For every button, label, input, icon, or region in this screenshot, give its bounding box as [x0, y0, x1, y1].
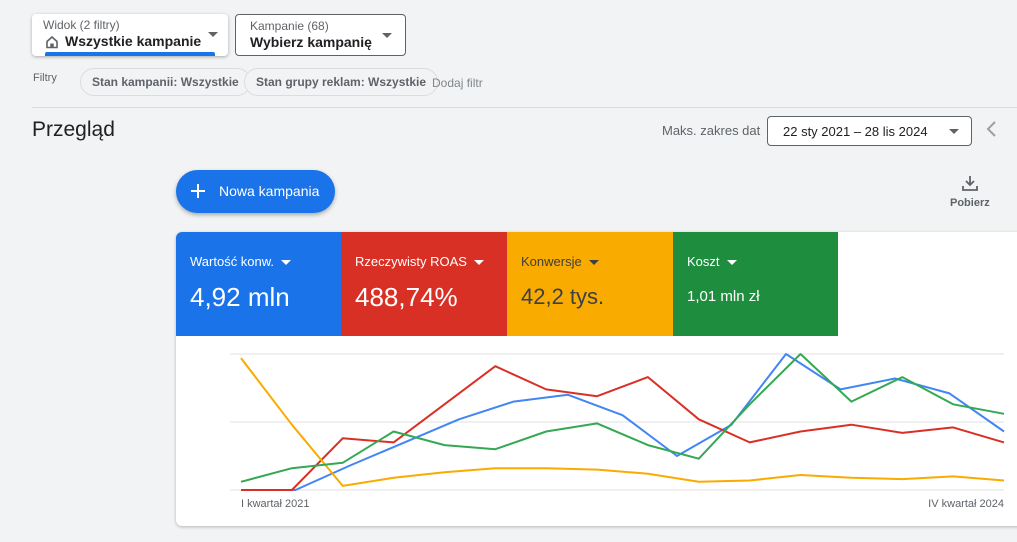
kpi-label: Rzeczywisty ROAS	[355, 254, 484, 269]
download-label: Pobierz	[950, 197, 990, 209]
kpi-conversion-value[interactable]: Wartość konw. 4,92 mln	[176, 232, 341, 336]
series-line-3	[240, 353, 1005, 483]
chevron-down-icon	[382, 33, 392, 38]
date-range-value: 22 sty 2021 – 28 lis 2024	[783, 124, 928, 139]
add-filter-link[interactable]: Dodaj filtr	[432, 76, 483, 90]
new-campaign-button[interactable]: Nowa kampania	[176, 170, 335, 213]
x-axis-end-label: IV kwartał 2024	[928, 498, 1004, 510]
chevron-down-icon	[208, 32, 218, 37]
campaign-selector-label: Kampanie (68)	[250, 19, 329, 33]
kpi-label: Koszt	[687, 254, 737, 269]
chevron-left-icon[interactable]	[985, 120, 999, 138]
series-line-2	[240, 357, 1005, 487]
series-line-0	[241, 353, 1005, 491]
divider	[32, 107, 1017, 108]
filter-chip-adgroup-status[interactable]: Stan grupy reklam: Wszystkie	[244, 68, 439, 96]
dropdown-arrow-icon	[726, 260, 737, 266]
dropdown-arrow-icon	[281, 260, 292, 266]
campaign-selector[interactable]: Kampanie (68) Wybierz kampanię	[235, 14, 406, 56]
kpi-conversions[interactable]: Konwersje 42,2 tys.	[507, 232, 673, 336]
dropdown-arrow-icon	[588, 260, 599, 266]
filter-chip-campaign-status[interactable]: Stan kampanii: Wszystkie	[80, 68, 251, 96]
home-icon	[45, 35, 59, 49]
dropdown-arrow-icon	[473, 260, 484, 266]
view-selector[interactable]: Widok (2 filtry) Wszystkie kampanie	[32, 14, 228, 56]
kpi-value: 4,92 mln	[190, 282, 290, 312]
page-title: Przegląd	[32, 118, 115, 141]
view-selector-value: Wszystkie kampanie	[65, 33, 202, 49]
active-indicator	[45, 52, 215, 56]
kpi-value: 1,01 mln zł	[687, 288, 760, 305]
kpi-value: 42,2 tys.	[521, 284, 605, 309]
new-campaign-label: Nowa kampania	[219, 183, 320, 199]
kpi-cost[interactable]: Koszt 1,01 mln zł	[673, 232, 838, 336]
date-range-picker[interactable]: 22 sty 2021 – 28 lis 2024	[767, 116, 972, 146]
filters-label: Filtry	[33, 72, 57, 84]
view-selector-label: Widok (2 filtry)	[43, 18, 120, 32]
kpi-value: 488,74%	[355, 282, 458, 312]
date-range-label: Maks. zakres dat	[662, 123, 761, 138]
kpi-label: Wartość konw.	[190, 254, 292, 269]
download-icon	[961, 174, 979, 192]
chevron-down-icon	[949, 129, 959, 134]
x-axis-start-label: I kwartał 2021	[241, 498, 310, 510]
download-button[interactable]: Pobierz	[944, 174, 996, 212]
plus-icon	[190, 183, 206, 199]
series-line-1	[241, 365, 1005, 491]
kpi-roas[interactable]: Rzeczywisty ROAS 488,74%	[341, 232, 507, 336]
campaign-selector-value: Wybierz kampanię	[250, 34, 372, 50]
kpi-label: Konwersje	[521, 254, 599, 269]
overview-line-chart	[230, 353, 1005, 491]
